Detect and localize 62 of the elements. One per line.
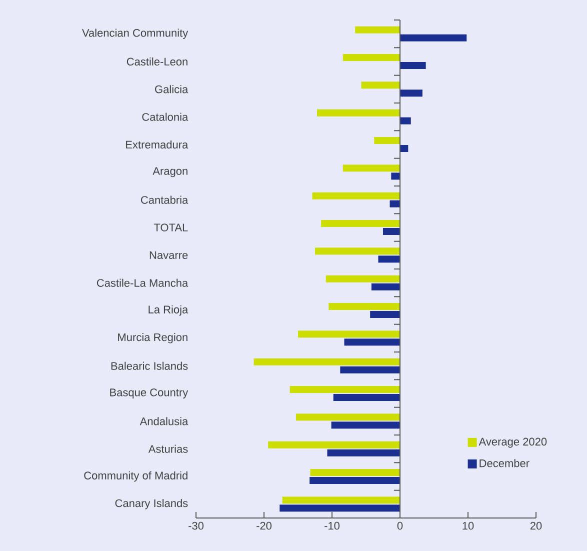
bar	[254, 358, 400, 366]
x-tick-label: -20	[256, 522, 272, 530]
bar	[342, 54, 400, 61]
x-tick-label: -10	[324, 522, 340, 530]
bar	[342, 164, 400, 172]
y-tick-label: Galicia	[155, 85, 188, 94]
bar	[290, 386, 400, 393]
bar	[268, 441, 400, 448]
y-tick-label: Cantabria	[141, 196, 188, 204]
y-tick-label: Castile-Leon	[126, 57, 188, 66]
y-tick-label: Aragon	[152, 167, 188, 178]
bar	[382, 228, 400, 235]
y-tick-label: Catalonia	[142, 112, 188, 121]
bar	[400, 34, 467, 42]
x-tick-label: 0	[397, 522, 403, 530]
y-tick-label: Balearic Islands	[111, 362, 188, 370]
bar	[317, 109, 400, 116]
bar	[340, 366, 400, 374]
y-tick-label: Castile-La Mancha	[96, 278, 188, 287]
bar	[315, 248, 400, 255]
bar	[400, 90, 422, 97]
bar	[400, 62, 426, 69]
bar	[282, 496, 400, 504]
y-tick-label: Basque Country	[110, 388, 188, 398]
bar	[321, 220, 400, 227]
y-tick-label: Valencian Community	[82, 28, 188, 39]
bar	[371, 283, 400, 290]
bar	[400, 144, 408, 152]
bar	[374, 136, 400, 144]
y-tick-label: Canary Islands	[115, 499, 188, 510]
bar	[361, 82, 400, 89]
y-tick-label: Murcia Region	[118, 333, 188, 344]
legend-label: Average 2020	[478, 438, 547, 448]
bar	[328, 302, 400, 310]
x-tick-label: 20	[530, 522, 542, 530]
bar	[326, 275, 400, 282]
bar	[400, 117, 411, 124]
bar	[327, 449, 400, 456]
x-tick-label: 10	[462, 522, 474, 530]
bar	[344, 338, 400, 346]
bar	[333, 394, 400, 401]
y-tick-label: La Rioja	[148, 305, 188, 316]
legend-label: December	[480, 459, 530, 468]
bar	[370, 310, 400, 318]
bar	[378, 256, 400, 263]
x-tick-label: -30	[188, 522, 204, 530]
bar	[296, 414, 400, 421]
bar	[355, 26, 400, 34]
bar	[280, 504, 400, 512]
y-tick-label: TOTAL	[154, 224, 188, 232]
y-tick-label: Extremadura	[126, 140, 188, 149]
bar	[391, 172, 400, 180]
y-tick-label: Andalusia	[140, 417, 188, 426]
y-tick-label: Navarre	[150, 251, 188, 259]
bar	[298, 330, 400, 338]
bar	[390, 200, 400, 208]
bar	[310, 468, 400, 476]
bar	[310, 476, 400, 484]
bar	[312, 192, 400, 200]
y-tick-label: Community of Madrid	[84, 471, 188, 482]
bar	[331, 422, 400, 429]
y-tick-label: Asturias	[148, 444, 188, 453]
